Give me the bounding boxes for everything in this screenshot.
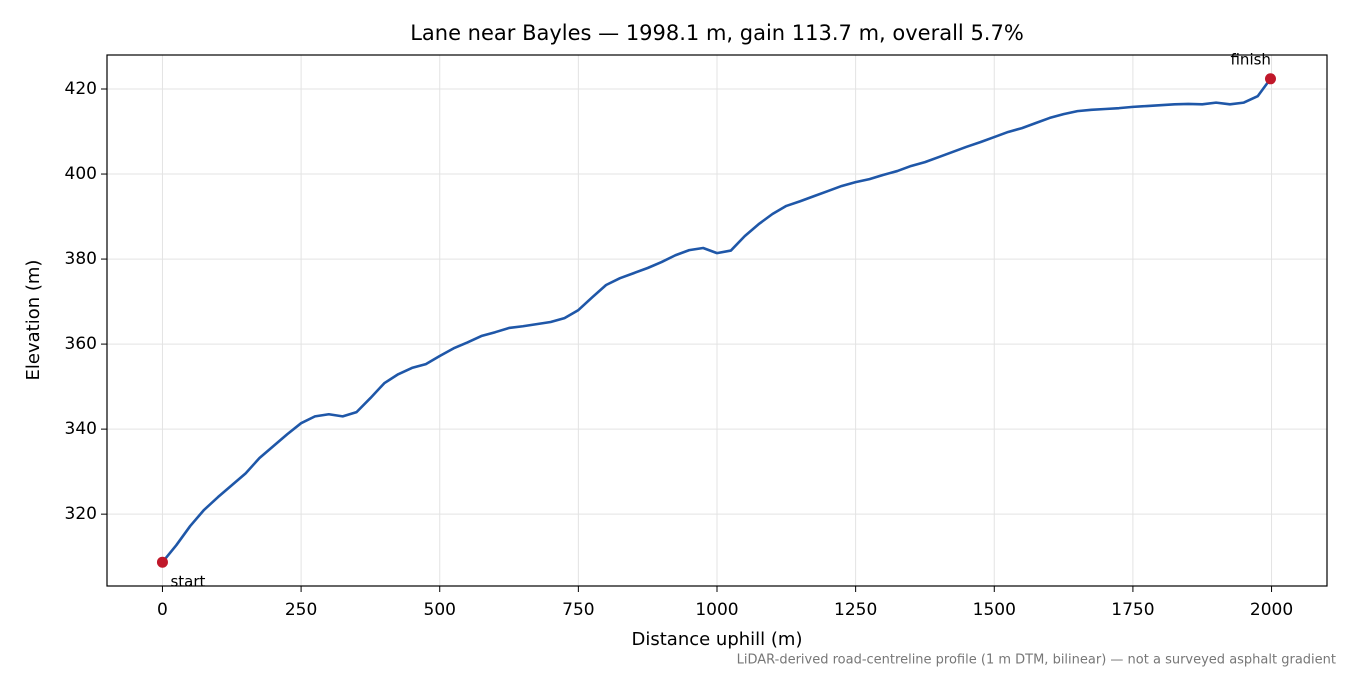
x-tick-label: 1000 [695, 600, 738, 620]
endpoint-label: start [170, 573, 205, 591]
y-tick-label: 420 [65, 79, 97, 99]
x-tick-label: 500 [424, 600, 456, 620]
endpoint-marker [156, 556, 168, 568]
y-tick-label: 360 [65, 334, 97, 354]
x-tick-label: 1500 [973, 600, 1016, 620]
x-tick-label: 2000 [1250, 600, 1293, 620]
y-tick-label: 320 [65, 504, 97, 524]
y-axis-label: Elevation (m) [23, 260, 44, 381]
y-tick-label: 400 [65, 164, 97, 184]
x-tick-label: 250 [285, 600, 317, 620]
endpoint-marker [1264, 73, 1276, 85]
y-tick-label: 340 [65, 419, 97, 439]
endpoint-label: finish [1230, 50, 1270, 68]
footnote: LiDAR-derived road-centreline profile (1… [737, 653, 1336, 668]
x-tick-label: 750 [562, 600, 594, 620]
y-tick-label: 380 [65, 249, 97, 269]
x-tick-label: 1250 [834, 600, 877, 620]
chart-title: Lane near Bayles — 1998.1 m, gain 113.7 … [410, 21, 1024, 45]
elevation-line [161, 78, 1272, 564]
x-tick-label: 1750 [1111, 600, 1154, 620]
x-axis-label: Distance uphill (m) [632, 629, 803, 650]
x-tick-label: 0 [157, 600, 168, 620]
plot-frame [106, 54, 1328, 587]
